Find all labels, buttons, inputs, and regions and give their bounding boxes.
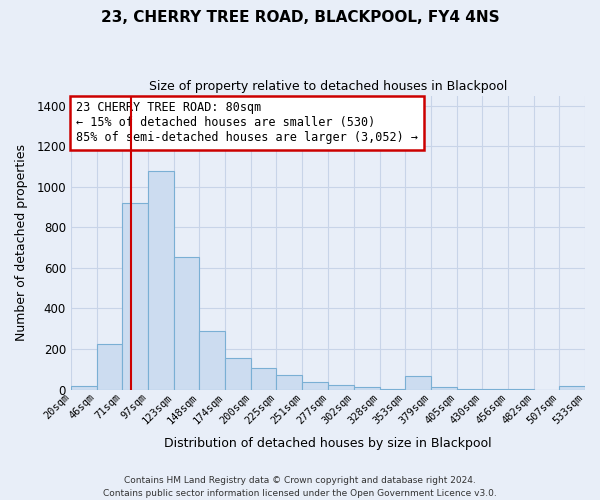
Bar — [508, 388, 534, 390]
Bar — [71, 386, 97, 390]
Text: Contains HM Land Registry data © Crown copyright and database right 2024.
Contai: Contains HM Land Registry data © Crown c… — [103, 476, 497, 498]
Bar — [199, 330, 225, 390]
Title: Size of property relative to detached houses in Blackpool: Size of property relative to detached ho… — [149, 80, 507, 93]
Bar — [148, 170, 174, 390]
Bar — [251, 368, 277, 390]
Bar — [431, 388, 457, 390]
Bar — [97, 344, 122, 390]
X-axis label: Distribution of detached houses by size in Blackpool: Distribution of detached houses by size … — [164, 437, 492, 450]
Text: 23, CHERRY TREE ROAD, BLACKPOOL, FY4 4NS: 23, CHERRY TREE ROAD, BLACKPOOL, FY4 4NS — [101, 10, 499, 25]
Bar — [404, 376, 431, 390]
Bar — [225, 358, 251, 390]
Bar — [174, 256, 199, 390]
Bar — [302, 382, 328, 390]
Y-axis label: Number of detached properties: Number of detached properties — [15, 144, 28, 341]
Bar — [122, 203, 148, 390]
Bar — [457, 388, 482, 390]
Bar — [380, 388, 404, 390]
Bar — [328, 385, 353, 390]
Bar — [277, 376, 302, 390]
Bar — [482, 389, 508, 390]
Bar — [353, 388, 380, 390]
Bar — [559, 386, 585, 390]
Text: 23 CHERRY TREE ROAD: 80sqm
← 15% of detached houses are smaller (530)
85% of sem: 23 CHERRY TREE ROAD: 80sqm ← 15% of deta… — [76, 102, 418, 144]
